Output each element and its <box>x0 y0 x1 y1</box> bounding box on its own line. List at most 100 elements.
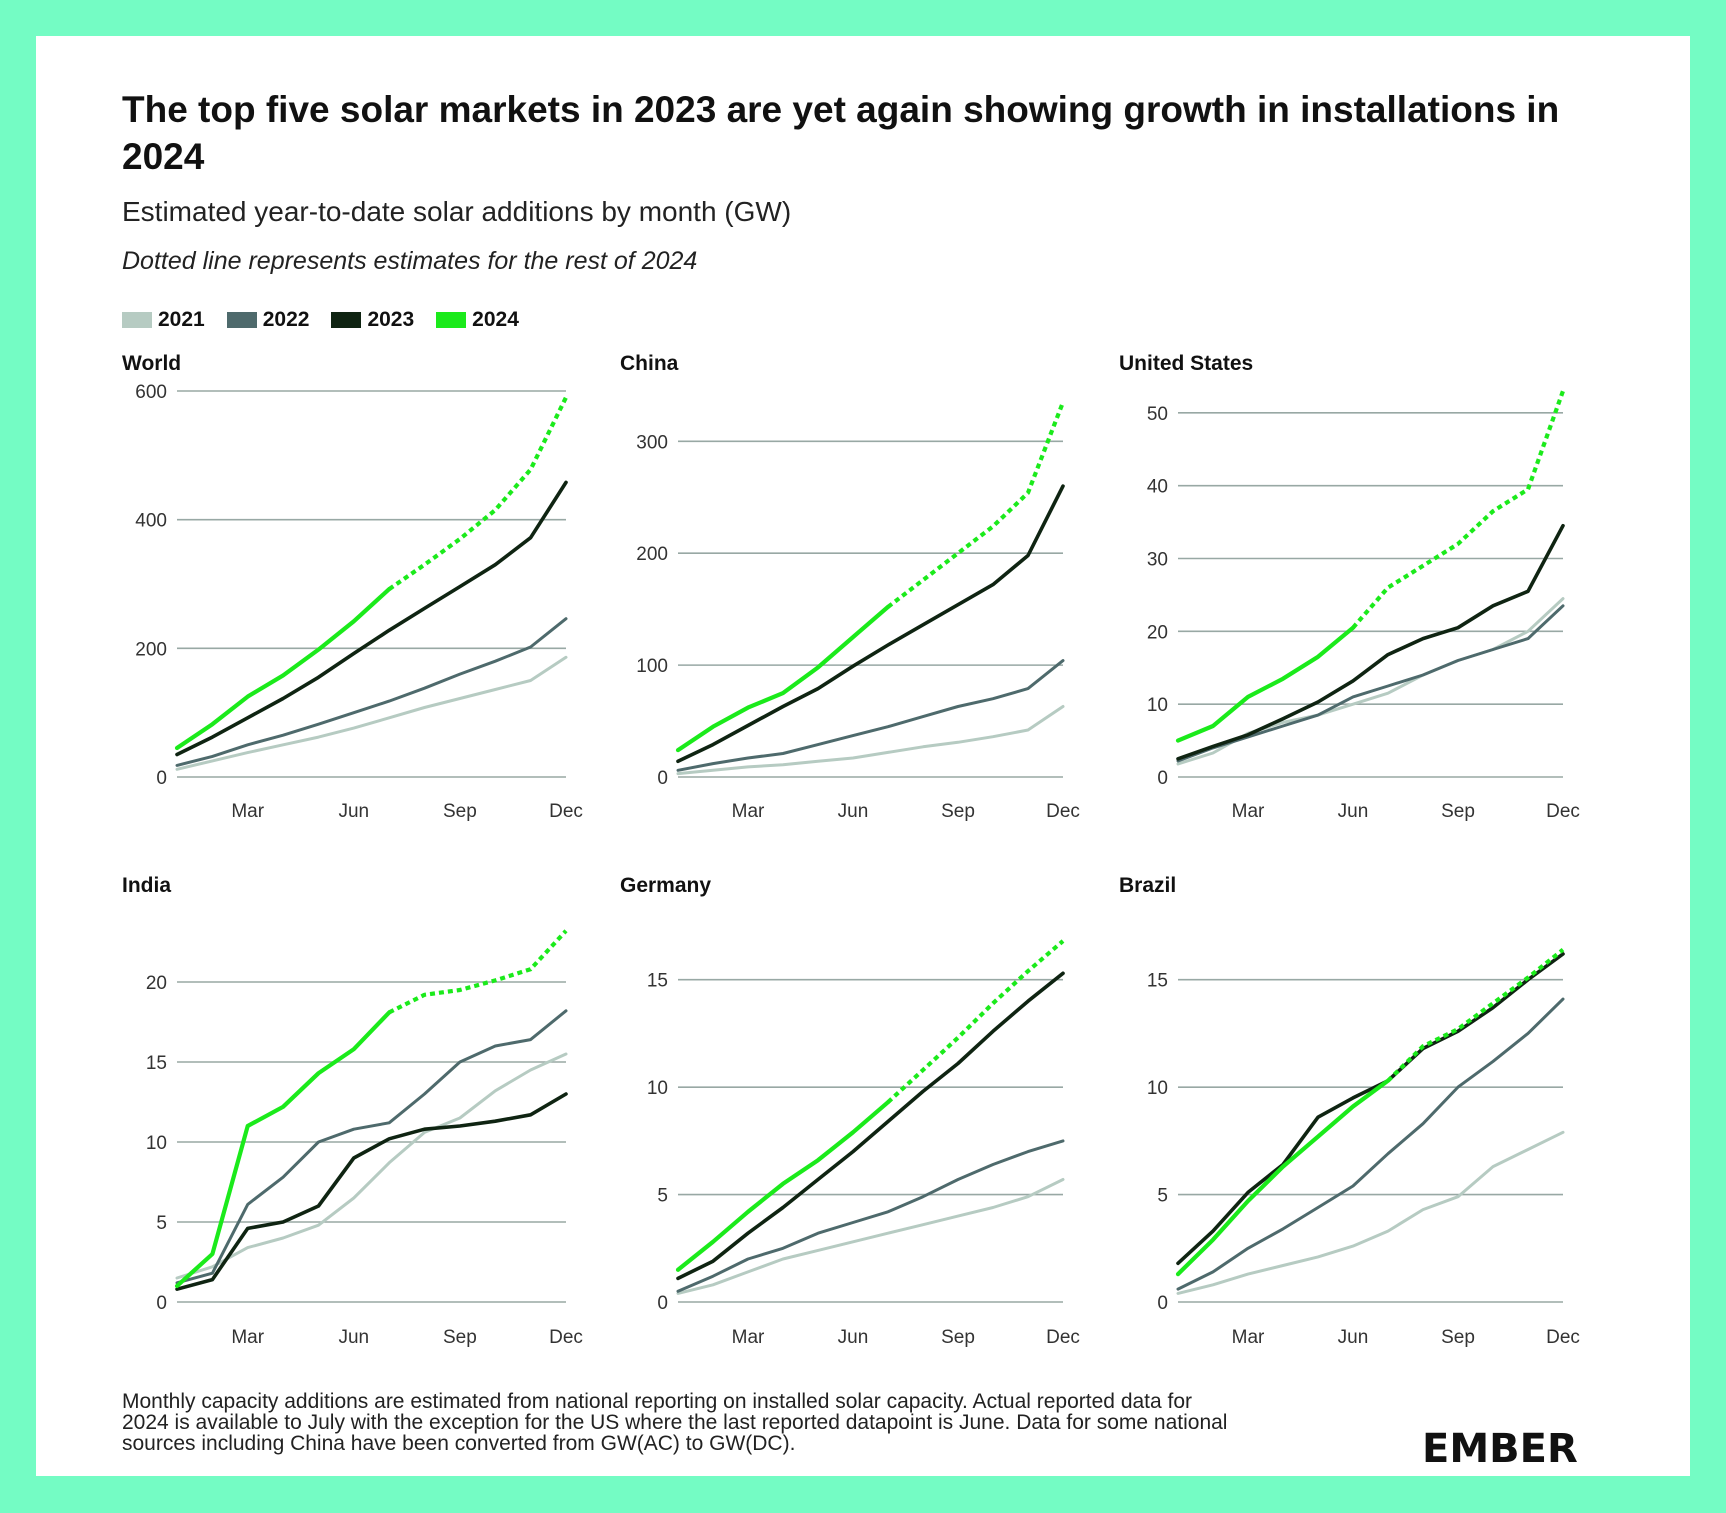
series-line-2024-estimate <box>1386 947 1565 1083</box>
x-tick-label: Sep <box>941 801 975 822</box>
series-line-2024-estimate <box>886 939 1065 1104</box>
y-tick-label: 400 <box>135 511 167 532</box>
x-tick-label: Jun <box>1338 1327 1369 1348</box>
x-tick-label: Mar <box>1232 801 1265 822</box>
panel-china: China 0 100 200 300 Mar Jun Sep Dec <box>620 352 1080 822</box>
panel-title: World <box>122 352 181 375</box>
y-tick-label: 0 <box>657 768 668 789</box>
series-line-2024-actual <box>174 1010 392 1289</box>
ember-logo: EMBER <box>1422 1426 1578 1472</box>
series-line-2023 <box>1176 952 1565 1266</box>
series-line-2023 <box>175 480 568 757</box>
y-tick-label: 200 <box>636 544 668 565</box>
x-tick-label: Dec <box>1046 1327 1080 1348</box>
y-tick-label: 15 <box>146 1053 167 1074</box>
legend-label: 2023 <box>367 308 415 331</box>
x-tick-label: Jun <box>338 801 369 822</box>
series-line-2022 <box>1176 604 1565 763</box>
series-line-2022 <box>676 1139 1065 1293</box>
y-tick-label: 0 <box>156 1293 167 1314</box>
footnote-line: sources including China have been conver… <box>122 1432 796 1455</box>
panel-title: China <box>620 352 679 375</box>
series-line-2022 <box>175 1009 568 1285</box>
y-tick-label: 40 <box>1147 477 1168 498</box>
series-line-2021 <box>175 655 568 771</box>
panel-title: Brazil <box>1119 874 1176 897</box>
y-tick-label: 300 <box>636 432 668 453</box>
y-tick-label: 5 <box>156 1213 167 1234</box>
footnote-line: Monthly capacity additions are estimated… <box>122 1390 1193 1413</box>
y-tick-label: 30 <box>1147 550 1168 571</box>
panel-world: World 0 200 400 600 Mar Jun Sep Dec <box>122 352 583 822</box>
panel-brazil: Brazil 0 5 10 15 Mar Jun Sep Dec <box>1119 874 1580 1348</box>
legend-swatch <box>122 312 152 328</box>
x-tick-label: Jun <box>1338 801 1369 822</box>
series-line-2024-estimate <box>388 929 568 1015</box>
legend-item-2021: 2021 <box>122 308 205 332</box>
panel-germany: Germany 0 5 10 15 Mar Jun Sep Dec <box>620 874 1080 1348</box>
y-tick-label: 0 <box>1157 768 1168 789</box>
series-line-2022 <box>175 617 568 767</box>
x-tick-label: Mar <box>732 801 765 822</box>
x-tick-label: Dec <box>1046 801 1080 822</box>
y-tick-label: 20 <box>1147 622 1168 643</box>
y-tick-label: 200 <box>135 639 167 660</box>
x-tick-label: Dec <box>549 1327 583 1348</box>
series-line-2021 <box>175 1052 568 1280</box>
series-line-2022 <box>676 659 1065 772</box>
legend-label: 2021 <box>158 308 205 331</box>
legend-swatch <box>331 312 362 328</box>
y-tick-label: 10 <box>647 1078 668 1099</box>
footnote: Monthly capacity additions are estimated… <box>122 1391 1422 1454</box>
y-tick-label: 5 <box>657 1186 668 1207</box>
legend-swatch <box>226 312 257 328</box>
panel-title: India <box>122 874 171 897</box>
series-line-2024-actual <box>675 1100 891 1272</box>
x-tick-label: Sep <box>443 801 477 822</box>
y-tick-label: 15 <box>647 971 668 992</box>
series-line-2024-estimate <box>388 396 568 591</box>
x-tick-label: Sep <box>1441 801 1475 822</box>
x-tick-label: Jun <box>838 801 869 822</box>
y-tick-label: 5 <box>1157 1186 1168 1207</box>
x-tick-label: Jun <box>838 1327 869 1348</box>
series-line-2021 <box>676 1178 1065 1295</box>
x-tick-label: Dec <box>1546 801 1580 822</box>
series-line-2024-actual <box>1175 1078 1391 1277</box>
series-line-2024-estimate <box>886 401 1065 609</box>
legend-item-2022: 2022 <box>226 308 310 332</box>
x-tick-label: Mar <box>231 801 264 822</box>
x-tick-label: Dec <box>1546 1327 1580 1348</box>
series-line-2024-estimate <box>1351 390 1565 630</box>
y-tick-label: 0 <box>657 1293 668 1314</box>
y-tick-label: 600 <box>135 382 167 403</box>
legend-swatch <box>436 312 467 328</box>
legend-label: 2024 <box>472 308 519 331</box>
chart-card: The top five solar markets in 2023 are y… <box>36 36 1690 1476</box>
series-line-2021 <box>1176 1130 1565 1295</box>
x-tick-label: Sep <box>1441 1327 1475 1348</box>
y-tick-label: 0 <box>156 768 167 789</box>
y-tick-label: 15 <box>1147 971 1168 992</box>
legend-label: 2022 <box>262 308 310 331</box>
y-tick-label: 10 <box>146 1133 167 1154</box>
series-line-2023 <box>175 1092 568 1291</box>
x-tick-label: Jun <box>338 1327 369 1348</box>
series-line-2023 <box>676 971 1065 1281</box>
panel-title: United States <box>1119 352 1253 375</box>
y-tick-label: 10 <box>1147 695 1168 716</box>
series-line-2024-actual <box>1175 625 1356 743</box>
page-title: The top five solar markets in 2023 are y… <box>122 89 1560 177</box>
series-line-2023 <box>676 484 1065 764</box>
y-tick-label: 100 <box>636 656 668 677</box>
estimate-note: Dotted line represents estimates for the… <box>122 247 698 275</box>
x-tick-label: Mar <box>1232 1327 1265 1348</box>
y-tick-label: 50 <box>1147 404 1168 425</box>
series-line-2024-actual <box>174 586 392 751</box>
y-tick-label: 10 <box>1147 1078 1168 1099</box>
series-line-2022 <box>1176 997 1565 1291</box>
series-line-2023 <box>1176 523 1565 761</box>
subtitle: Estimated year-to-date solar additions b… <box>122 196 792 227</box>
x-tick-label: Mar <box>732 1327 765 1348</box>
